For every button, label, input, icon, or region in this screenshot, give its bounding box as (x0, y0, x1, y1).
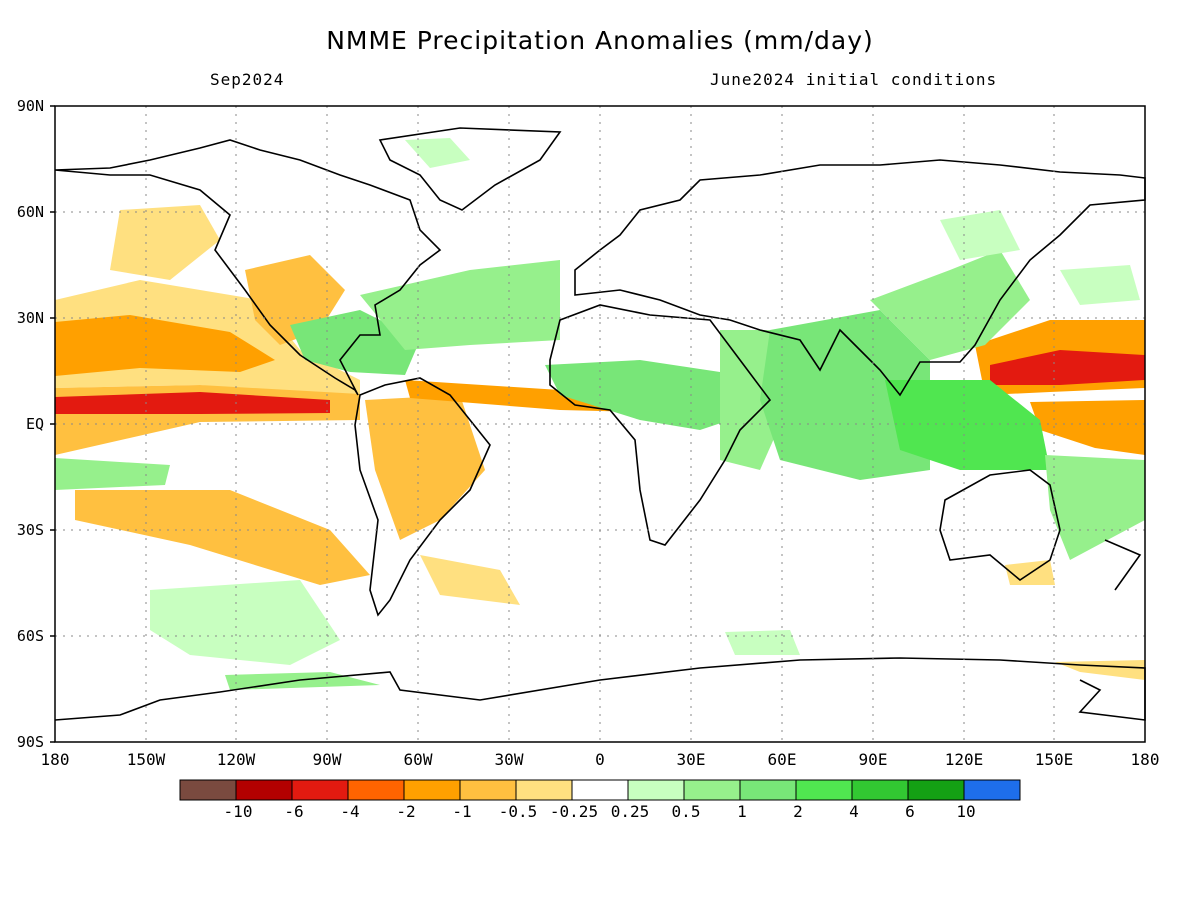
colorbar-swatch (851, 779, 909, 801)
colorbar-swatch (179, 779, 237, 801)
wet-region-sahel-band (545, 360, 760, 430)
lat-label-30s: 30S (16, 521, 44, 539)
wet-region-south-indian (725, 630, 800, 655)
lon-label: 180 (40, 750, 70, 769)
colorbar-label: -0.5 (498, 802, 538, 821)
lat-label-60s: 60S (16, 627, 44, 645)
lon-label: 120W (216, 750, 256, 769)
lon-label: 90E (858, 750, 888, 769)
dry-region-equatorial-pacific-core (55, 392, 330, 414)
dry-region-south-pacific (75, 490, 370, 585)
wet-region-greenland (405, 138, 470, 168)
coast-north-america (54, 139, 442, 396)
wet-region-siberia (940, 210, 1020, 260)
lat-label-30n: 30N (16, 309, 44, 327)
lon-label: 150E (1034, 750, 1074, 769)
lon-label: 60W (403, 750, 433, 769)
lon-label: 30E (676, 750, 706, 769)
colorbar-swatch (907, 779, 965, 801)
colorbar-swatch (515, 779, 573, 801)
colorbar-swatch (459, 779, 517, 801)
colorbar-swatch (795, 779, 853, 801)
gridlines (55, 106, 1145, 742)
colorbar-label: 2 (793, 802, 803, 821)
colorbar-label: 4 (849, 802, 859, 821)
dry-region-south-atlantic (420, 555, 520, 605)
colorbar-swatch (403, 779, 461, 801)
dry-region-alaska (110, 205, 220, 280)
lon-label: 90W (312, 750, 342, 769)
lat-label-eq: EQ (25, 415, 44, 433)
dry-region-west-pacific-south (1030, 400, 1145, 455)
lat-label-90s: 90S (16, 733, 44, 751)
colorbar-label: -1 (452, 802, 472, 821)
colorbar-label: -0.25 (549, 802, 599, 821)
colorbar-swatch (739, 779, 797, 801)
axis-ticks (50, 105, 55, 743)
colorbar-label: 1 (737, 802, 747, 821)
dry-region-antarctic-edge (1055, 660, 1145, 680)
coast-new-zealand (1104, 539, 1142, 591)
lon-label: 0 (595, 750, 605, 769)
wet-region-south-pacific (1045, 455, 1145, 560)
wet-region-east-asia (870, 250, 1030, 360)
wet-region-south-pacific-east (55, 458, 170, 490)
dry-region-south-america (365, 395, 485, 540)
colorbar-swatch (235, 779, 293, 801)
dry-region-west-pacific-north-core (990, 350, 1145, 385)
colorbar (179, 779, 1021, 801)
lon-label: 120E (944, 750, 984, 769)
lon-label: 30W (494, 750, 524, 769)
map-title: NMME Precipitation Anomalies (mm/day) (326, 26, 874, 55)
wet-region-southern-ocean (150, 580, 340, 665)
lon-label: 180 (1130, 750, 1160, 769)
lon-label: 150W (126, 750, 166, 769)
valid-month-label: Sep2024 (210, 70, 285, 89)
colorbar-label: 0.5 (671, 802, 701, 821)
colorbar-swatch (627, 779, 685, 801)
colorbar-swatch (571, 779, 629, 801)
wet-region-north-atlantic (360, 260, 560, 350)
initial-conditions-label: June2024 initial conditions (710, 70, 998, 89)
wet-region-maritime-continent (885, 380, 1050, 470)
coast-africa (549, 304, 772, 546)
colorbar-label: -10 (223, 802, 253, 821)
coast-south-america (354, 377, 491, 617)
coast-eurasia (574, 159, 1146, 397)
colorbar-swatch (347, 779, 405, 801)
wet-region-indian-ocean (760, 310, 930, 480)
lat-label-90n: 90N (16, 97, 44, 115)
wet-region-north-pacific (1060, 265, 1140, 305)
colorbar-label: -2 (396, 802, 416, 821)
colorbar-swatch (291, 779, 349, 801)
lat-label-60n: 60N (16, 203, 44, 221)
coast-australia (939, 469, 1061, 581)
lon-label: 60E (767, 750, 797, 769)
colorbar-label: 10 (956, 802, 976, 821)
colorbar-label: 6 (905, 802, 915, 821)
colorbar-swatch (963, 779, 1021, 801)
dry-region-atlantic-itcz (405, 380, 640, 412)
colorbar-label: -4 (340, 802, 360, 821)
coast-greenland (378, 127, 562, 211)
colorbar-label: 0.25 (610, 802, 650, 821)
dry-region-north-pacific-core (55, 315, 275, 376)
colorbar-swatch (683, 779, 741, 801)
colorbar-label: -6 (284, 802, 304, 821)
